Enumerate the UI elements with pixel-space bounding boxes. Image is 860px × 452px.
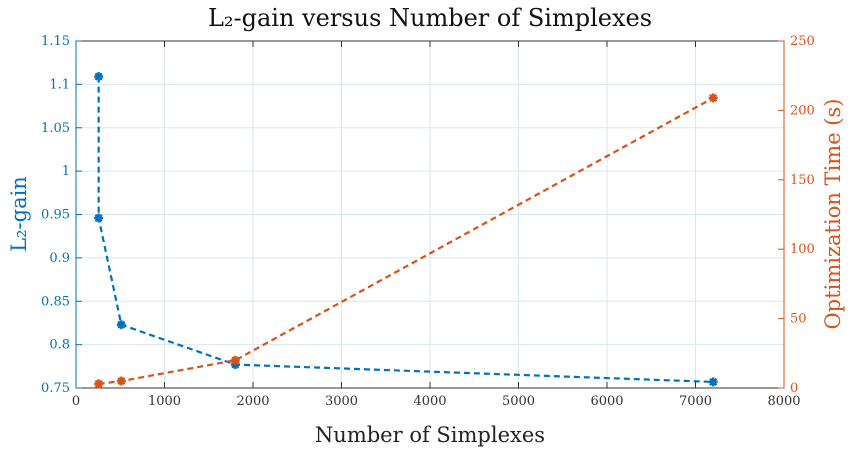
data-point-optimization-time [116,376,126,386]
y-left-tick-label: 0.75 [41,381,70,396]
x-tick-label: 5000 [502,394,535,409]
y-left-tick-label: 1.15 [41,34,70,49]
x-axis-label: Number of Simplexes [315,423,545,447]
ticks-layer: 0 1000 2000 3000 4000 5000 6000 7000 80000.750.8… [41,34,815,409]
x-tick-label: 7000 [679,394,712,409]
y-right-tick-label: 0 [790,381,798,396]
x-tick-label: 4000 [413,394,446,409]
y-left-tick-label: 0.95 [41,208,70,223]
data-point-l2-gain [116,320,126,330]
x-tick-label: 8000 [767,394,800,409]
y-left-tick-label: 1.1 [49,77,70,92]
y-left-tick-label: 0.85 [41,294,70,309]
x-tick-label: 1000 [148,394,181,409]
y-left-tick-label: 0.8 [49,338,70,353]
chart-title: L₂-gain versus Number of Simplexes [208,4,652,32]
y-left-tick-label: 1.05 [41,121,70,136]
y-right-tick-label: 50 [790,312,807,327]
series-layer [94,72,718,389]
data-point-l2-gain [94,213,104,223]
x-tick-label: 2000 [236,394,269,409]
series-line-l2-gain [97,76,714,384]
data-point-l2-gain [708,377,718,387]
y-right-tick-label: 150 [790,173,815,188]
data-point-optimization-time [708,93,718,103]
x-tick-label: 6000 [590,394,623,409]
x-tick-label: 0 [72,394,80,409]
series-line-optimization-time [98,96,714,385]
y-right-tick-label: 250 [790,34,815,49]
y-left-tick-label: 0.9 [49,251,70,266]
y-left-tick-label: 1 [62,164,70,179]
y-axis-label-right: Optimization Time (s) [821,99,845,330]
y-right-tick-label: 200 [790,103,815,118]
y-axis-label-left: L₂-gain [7,176,31,252]
y-right-tick-label: 100 [790,242,815,257]
data-point-l2-gain [94,72,104,82]
data-point-optimization-time [94,379,104,389]
x-tick-label: 3000 [325,394,358,409]
grid-layer [76,41,784,388]
data-point-optimization-time [230,355,240,365]
